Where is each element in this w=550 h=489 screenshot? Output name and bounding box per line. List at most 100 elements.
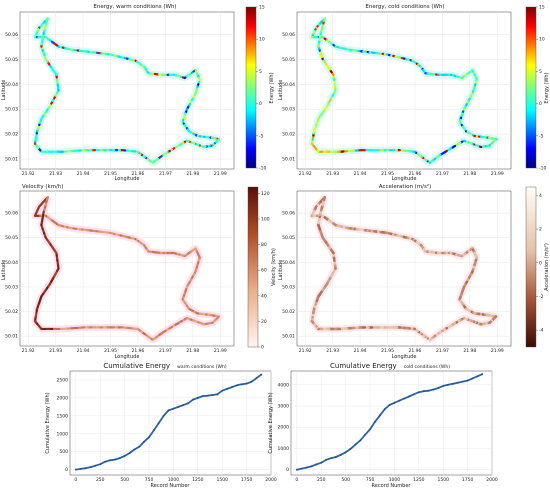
colorbar-tick-label: 15 bbox=[539, 5, 545, 11]
chart-title: Energy, warm conditions (Wh) bbox=[93, 4, 176, 10]
y-axis-label: Latitude bbox=[278, 80, 284, 101]
data-point bbox=[325, 459, 328, 461]
colorbar-tick-label: -4 bbox=[539, 328, 544, 334]
x-tick-label: 21.98 bbox=[463, 348, 476, 354]
y-tick-label: 1500 bbox=[57, 413, 69, 419]
x-tick-label: 21.96 bbox=[132, 171, 145, 177]
colorbar-tick-label: 4 bbox=[539, 193, 542, 199]
data-point bbox=[255, 377, 258, 380]
x-tick-labels: 21.92 21.93 21.94 21.95 21.96 21.97 21.98 21.99 bbox=[299, 348, 504, 354]
data-point bbox=[79, 468, 82, 470]
x-tick-labels: 0 250 500 750 1000 1250 1500 1750 2000 bbox=[295, 477, 497, 483]
y-tick-label: 50.03 bbox=[5, 284, 18, 290]
data-point bbox=[162, 414, 165, 417]
chart-title-note: warm conditions (Wh) bbox=[177, 364, 227, 370]
y-tick-label: 50.03 bbox=[282, 284, 295, 290]
route-segment bbox=[46, 196, 49, 201]
y-tick-label: 50.04 bbox=[282, 260, 295, 266]
colorbar-label: Acceleration (m/s²) bbox=[544, 243, 550, 291]
data-point bbox=[250, 380, 253, 383]
data-point bbox=[413, 393, 415, 396]
x-tick-label: 500 bbox=[120, 477, 129, 483]
data-point bbox=[187, 402, 189, 405]
y-tick-label: 50.01 bbox=[282, 334, 295, 340]
x-tick-label: 750 bbox=[145, 477, 154, 483]
data-point bbox=[138, 445, 141, 448]
route-track bbox=[31, 194, 223, 344]
colorbar-tick-label: -5 bbox=[259, 133, 264, 139]
data-point bbox=[378, 414, 381, 417]
x-tick-label: 250 bbox=[96, 477, 105, 483]
y-tick-labels: 50.01 50.02 50.03 50.04 50.05 50.06 bbox=[5, 211, 18, 340]
data-point bbox=[123, 455, 126, 457]
colorbar bbox=[525, 6, 537, 169]
route-track bbox=[308, 15, 500, 167]
data-point bbox=[447, 383, 449, 386]
x-tick-labels: 21.92 21.93 21.94 21.95 21.96 21.97 21.98 21.99 bbox=[22, 348, 227, 354]
x-tick-label: 21.93 bbox=[49, 348, 62, 354]
data-point bbox=[153, 429, 155, 432]
x-tick-label: 0 bbox=[295, 477, 298, 483]
colorbar-tick-label: -2 bbox=[539, 294, 544, 300]
x-tick-label: 1000 bbox=[168, 477, 180, 483]
x-tick-label: 0 bbox=[74, 477, 77, 483]
x-tick-label: 21.97 bbox=[436, 348, 449, 354]
y-tick-label: 50.04 bbox=[282, 82, 295, 88]
x-tick-label: 1250 bbox=[192, 477, 204, 483]
y-tick-label: 3000 bbox=[278, 404, 290, 410]
y-tick-label: 50.02 bbox=[282, 309, 295, 315]
data-point bbox=[388, 404, 391, 406]
data-point bbox=[374, 421, 376, 423]
data-point bbox=[211, 394, 214, 396]
data-point bbox=[354, 443, 357, 446]
data-point bbox=[89, 466, 92, 469]
colorbar-tick-label: 100 bbox=[261, 217, 270, 223]
colorbar bbox=[247, 186, 259, 348]
route-segment bbox=[323, 17, 326, 22]
x-axis-label: Longitude bbox=[115, 176, 140, 182]
data-point bbox=[320, 461, 323, 464]
y-tick-label: 50.04 bbox=[5, 260, 18, 266]
x-tick-label: 21.92 bbox=[22, 171, 35, 177]
x-tick-label: 21.97 bbox=[436, 171, 449, 177]
chart-title-main: Cumulative Energy bbox=[330, 362, 397, 370]
data-point bbox=[167, 409, 170, 412]
gridlines bbox=[70, 371, 272, 475]
x-tick-label: 21.95 bbox=[104, 171, 117, 177]
y-tick-label: 50.01 bbox=[282, 157, 295, 163]
data-point bbox=[300, 467, 303, 470]
data-point bbox=[339, 453, 342, 456]
x-tick-label: 1500 bbox=[437, 477, 449, 483]
x-tick-label: 750 bbox=[366, 477, 375, 483]
y-tick-label: 2000 bbox=[57, 395, 69, 401]
data-point bbox=[182, 404, 185, 406]
colorbar-label: Velocity (km/h) bbox=[271, 248, 277, 286]
data-point bbox=[442, 384, 445, 387]
y-tick-label: 50.05 bbox=[282, 57, 295, 63]
data-point bbox=[393, 401, 396, 404]
data-point bbox=[143, 440, 146, 443]
y-tick-label: 1000 bbox=[57, 431, 69, 437]
x-tick-label: 21.99 bbox=[491, 171, 504, 177]
data-point bbox=[240, 383, 243, 386]
y-tick-label: 50.02 bbox=[5, 309, 18, 315]
y-tick-label: 50.06 bbox=[282, 211, 295, 217]
colorbar-tick-label: 120 bbox=[261, 191, 270, 197]
x-tick-label: 21.97 bbox=[159, 171, 172, 177]
data-point bbox=[133, 448, 136, 451]
colorbar-tick-label: 60 bbox=[261, 268, 267, 274]
x-tick-label: 21.92 bbox=[22, 348, 35, 354]
data-point bbox=[364, 433, 367, 436]
chart-title-main: Cumulative Energy bbox=[103, 362, 170, 370]
colorbar-tick-label: 2 bbox=[539, 227, 542, 233]
acceleration-map: Acceleration (m/s²) 21.92 21.93 21.94 21.95… bbox=[278, 183, 550, 360]
x-tick-label: 21.96 bbox=[409, 348, 422, 354]
chart-title: Cumulative Energy warm conditions (Wh) bbox=[103, 353, 226, 372]
x-tick-label: 21.92 bbox=[299, 348, 312, 354]
x-tick-label: 21.93 bbox=[326, 348, 339, 354]
data-point bbox=[403, 397, 406, 400]
y-tick-label: 50.02 bbox=[282, 132, 295, 138]
data-point bbox=[84, 467, 87, 470]
data-point bbox=[398, 399, 401, 402]
